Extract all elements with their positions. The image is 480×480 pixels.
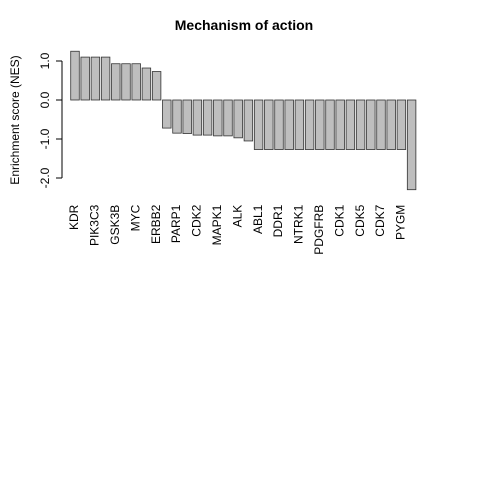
bar — [192, 99, 203, 136]
y-tick-label: -2.0 — [38, 167, 52, 188]
bar — [284, 99, 294, 150]
x-tick-label: PYGM — [394, 205, 408, 240]
bar — [386, 99, 396, 150]
x-tick-label: CDK2 — [190, 204, 204, 236]
x-tick-label: KDR — [67, 204, 81, 230]
bar — [355, 99, 366, 150]
x-tick-label: DDR1 — [271, 204, 285, 237]
y-axis-label: Enrichment score (NES) — [8, 55, 22, 184]
bar — [202, 99, 213, 136]
bar — [274, 99, 284, 150]
x-tick-label: NTRK1 — [292, 204, 306, 244]
bar — [315, 99, 325, 150]
chart-title: Mechanism of action — [175, 17, 313, 33]
x-tick-label: ALK — [230, 205, 244, 228]
bar — [325, 99, 335, 150]
x-tick-label: ABL1 — [251, 204, 265, 234]
bar — [243, 99, 254, 142]
bar — [335, 99, 345, 150]
y-tick-label: 0.0 — [38, 91, 52, 108]
y-tick-label: -1.0 — [38, 128, 52, 149]
x-tick-label: MAPK1 — [210, 204, 224, 245]
bar — [213, 99, 223, 137]
x-tick-label: PIK3C3 — [88, 204, 102, 246]
bar — [90, 56, 101, 101]
bar — [304, 99, 315, 150]
bar — [223, 99, 233, 137]
bar — [172, 99, 182, 134]
bar — [345, 99, 356, 150]
bar — [366, 99, 376, 150]
bar — [294, 99, 305, 150]
y-tick-label: 1.0 — [38, 52, 52, 69]
x-tick-label: MYC — [128, 204, 142, 231]
x-tick-label: PDGFRB — [312, 205, 326, 255]
bar — [111, 63, 121, 101]
x-tick-label: CDK7 — [373, 204, 387, 236]
x-tick-label: ERBB2 — [149, 204, 163, 244]
bar — [162, 99, 172, 129]
bar — [376, 99, 386, 150]
bar — [151, 71, 162, 101]
bar — [264, 99, 274, 150]
bar — [131, 63, 141, 101]
bar — [80, 56, 90, 101]
x-tick-label: CDK5 — [353, 204, 367, 236]
bar — [406, 99, 417, 191]
bar — [233, 99, 243, 139]
bar — [396, 99, 407, 150]
x-tick-label: GSK3B — [108, 205, 122, 245]
bar — [182, 99, 192, 134]
bar — [141, 67, 152, 101]
bar — [121, 63, 131, 101]
bar — [253, 99, 264, 150]
bar — [100, 56, 111, 101]
bar — [70, 50, 80, 101]
x-tick-label: CDK1 — [332, 204, 346, 236]
x-tick-label: PARP1 — [169, 204, 183, 243]
